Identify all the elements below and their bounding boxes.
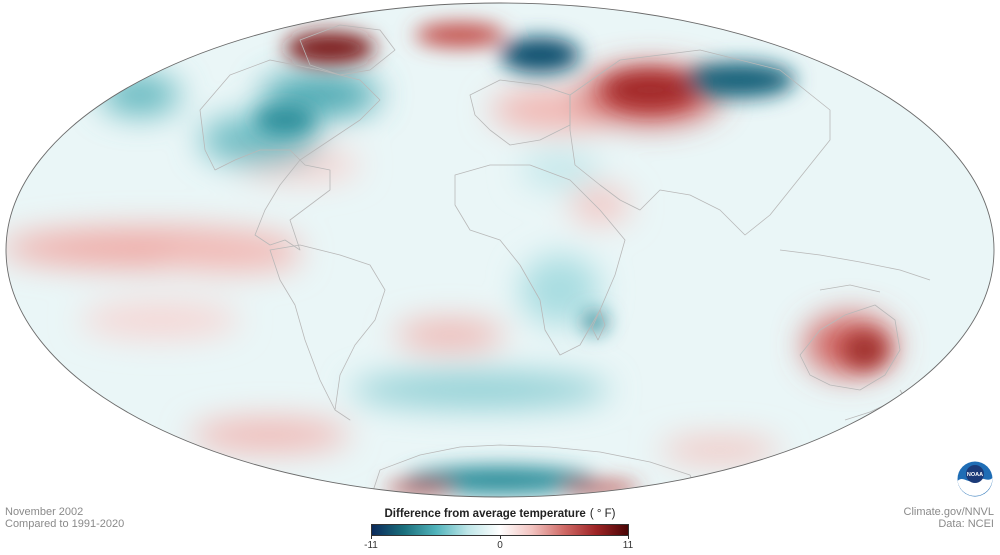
legend-tickmark-max <box>628 536 629 539</box>
temperature-anomaly-map <box>5 2 995 498</box>
legend-tick-max: 11 <box>622 540 634 551</box>
legend-title: Difference from average temperature <box>384 508 586 520</box>
legend-color-bar <box>371 524 629 536</box>
legend-title-row: Difference from average temperature( ° F… <box>360 507 640 522</box>
credits: Climate.gov/NNVL Data: NCEI <box>904 506 994 530</box>
anomaly-cool-labrador <box>260 73 380 117</box>
anomaly-cold-hudson <box>255 106 315 134</box>
anomaly-cold-siberia <box>500 37 580 73</box>
outline-south-america <box>269 244 386 421</box>
anomaly-hot-greenland <box>285 32 375 64</box>
anomaly-cool-africa <box>520 255 600 325</box>
legend-tickmark-mid <box>500 536 501 539</box>
noaa-logo-text: NOAA <box>967 472 983 478</box>
legend-tickmark-min <box>371 536 372 539</box>
credit-data: Data: NCEI <box>938 518 994 530</box>
anomaly-cool-southern <box>350 372 610 408</box>
legend-tick-mid: 0 <box>497 540 503 551</box>
outline-madagascar <box>591 309 606 341</box>
country-outlines <box>199 24 931 497</box>
anomaly-cold-east-siberia <box>685 62 795 98</box>
anomaly-warm-spacific <box>190 419 350 451</box>
legend-tick-min: -11 <box>364 540 378 551</box>
anomaly-warm-scandinavia <box>415 23 505 47</box>
outline-australia <box>799 304 901 391</box>
anomaly-warm-satlantic <box>395 321 505 349</box>
globe-border <box>5 2 995 498</box>
period-label: November 2002 <box>5 506 84 518</box>
legend-unit: ( ° F) <box>589 508 616 520</box>
world-map <box>5 2 995 498</box>
map-caption: November 2002 Compared to 1991-2020 <box>5 506 124 530</box>
outline-greenland <box>299 24 396 76</box>
anomaly-field <box>6 23 931 497</box>
outline-north-america <box>199 59 381 251</box>
credit-source: Climate.gov/NNVL <box>903 506 994 518</box>
color-legend: Difference from average temperature( ° F… <box>360 507 640 551</box>
anomaly-warm-arabia <box>570 187 630 223</box>
anomaly-hot-russia <box>605 72 695 108</box>
anomaly-cool-tibet <box>520 152 600 188</box>
baseline-label: Compared to 1991-2020 <box>5 518 125 530</box>
anomaly-hot-australia <box>843 332 887 368</box>
anomaly-warm-pacific-2 <box>160 244 300 272</box>
strong-anomalies <box>255 23 887 494</box>
outline-africa <box>454 164 626 356</box>
outline-europe <box>469 79 571 146</box>
anomaly-warm-indian <box>660 438 780 462</box>
outline-antarctica <box>369 444 701 497</box>
noaa-logo-icon[interactable]: NOAA <box>957 461 993 497</box>
outline-indonesia <box>779 249 931 293</box>
anomaly-warm-antarctic-w <box>385 482 455 494</box>
outline-asia <box>569 49 831 236</box>
anomaly-warm-se-pacific <box>80 302 240 338</box>
